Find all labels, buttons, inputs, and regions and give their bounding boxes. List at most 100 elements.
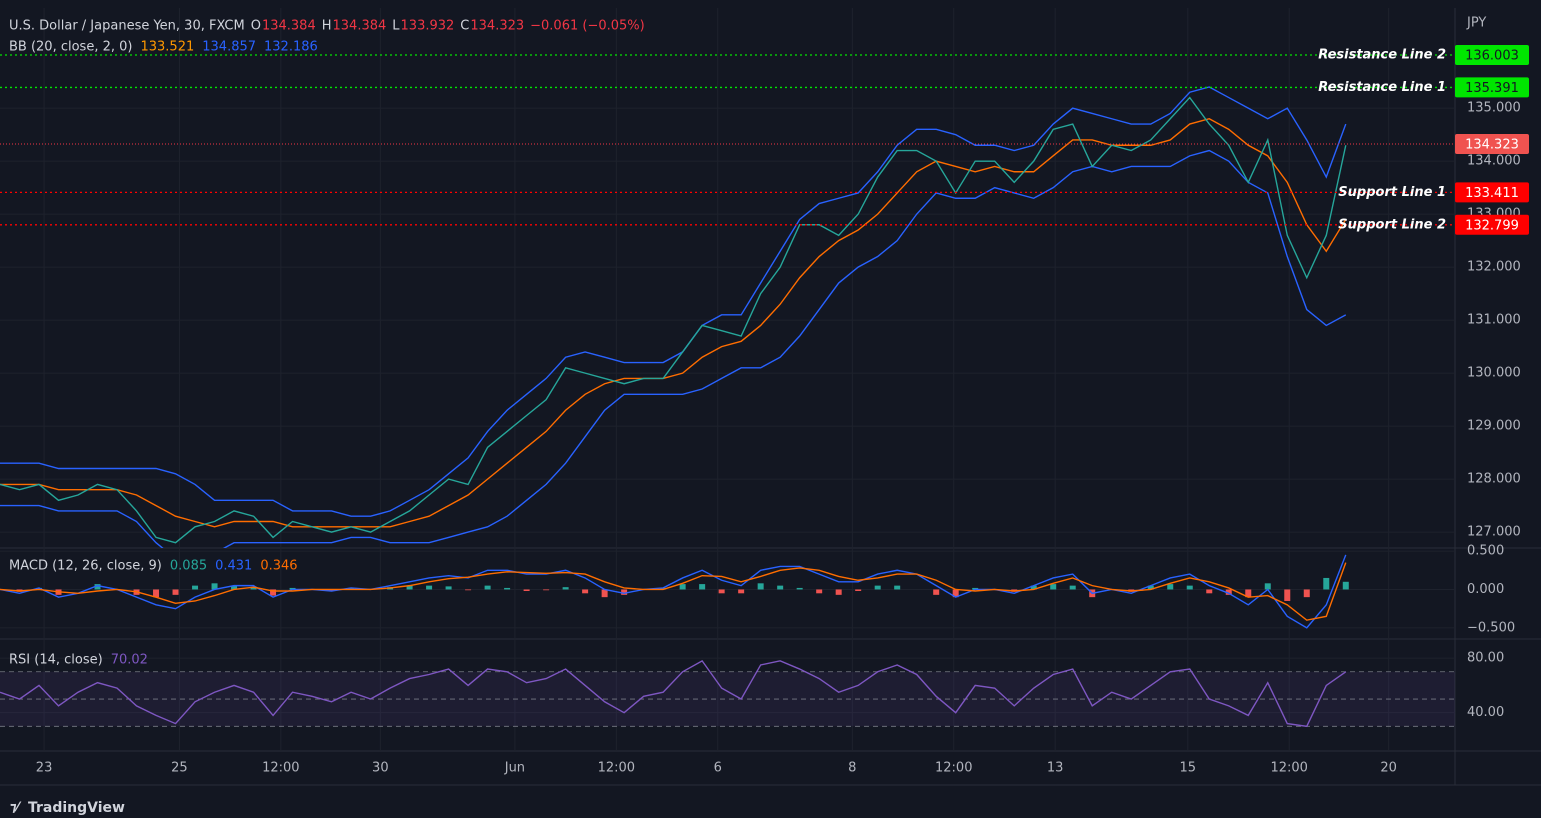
ohlc-label: H: [322, 19, 332, 34]
histogram-bar: [445, 586, 452, 590]
indicator-value: 0.346: [260, 559, 297, 574]
histogram-bar: [543, 589, 550, 591]
series-line: [0, 659, 1347, 728]
price-box-label: 136.003: [1465, 49, 1519, 64]
histogram-bar: [621, 589, 628, 595]
histogram-bar: [211, 583, 218, 590]
indicator-name: BB (20, close, 2, 0): [9, 40, 132, 55]
price-line-label: Support Line 2: [1338, 217, 1446, 232]
indicator-value: 134.857: [202, 40, 256, 55]
series-line: [0, 149, 1347, 548]
indicator-value: 0.085: [170, 559, 207, 574]
price-box: [1455, 134, 1529, 155]
indicator-value: 70.02: [111, 653, 148, 668]
histogram-bar: [952, 589, 959, 598]
histogram-bar: [1147, 585, 1154, 590]
histogram-bar: [1206, 589, 1213, 594]
histogram-bar: [855, 589, 862, 592]
histogram-bar: [1186, 585, 1193, 590]
logo-mark: ⁊⁄: [10, 801, 22, 816]
y-tick-label: 134.000: [1467, 154, 1521, 169]
histogram-bar: [1225, 589, 1232, 595]
y-tick-label: 130.000: [1467, 366, 1521, 381]
x-tick-label: 12:00: [935, 761, 972, 776]
indicator-value: 133.521: [140, 40, 194, 55]
histogram-bar: [231, 585, 238, 590]
x-tick-label: 6: [714, 761, 722, 776]
histogram-bar: [465, 589, 472, 591]
x-tick-label: 12:00: [262, 761, 299, 776]
x-tick-label: 20: [1380, 761, 1397, 776]
change-value: −0.061 (−0.05%): [530, 19, 645, 34]
y-tick-label: 131.000: [1467, 313, 1521, 328]
histogram-bar: [192, 585, 199, 590]
price-box-label: 135.391: [1465, 81, 1519, 96]
unit-label: JPY: [1466, 16, 1486, 31]
ohlc-value: 134.323: [470, 19, 524, 34]
y-tick-label: 80.00: [1467, 651, 1504, 666]
series-line: [0, 562, 1347, 621]
y-tick-label: 0.500: [1467, 544, 1504, 559]
x-tick-label: 12:00: [1270, 761, 1307, 776]
histogram-bar: [1284, 589, 1291, 601]
histogram-bar: [504, 587, 511, 590]
y-tick-label: 128.000: [1467, 472, 1521, 487]
histogram-bar: [1069, 585, 1076, 590]
histogram-bar: [562, 587, 569, 590]
histogram-bar: [406, 585, 413, 590]
histogram-bar: [660, 587, 667, 590]
histogram-bar: [699, 584, 706, 590]
histogram-bar: [523, 589, 530, 592]
histogram-bar: [153, 589, 160, 598]
x-tick-label: 30: [372, 761, 389, 776]
price-line-label: Support Line 1: [1338, 185, 1446, 200]
histogram-bar: [718, 589, 725, 594]
series-line: [0, 86, 1347, 517]
x-tick-label: 13: [1047, 761, 1064, 776]
histogram-bar: [757, 583, 764, 590]
price-line-label: Resistance Line 2: [1318, 48, 1446, 63]
ohlc-value: 134.384: [333, 19, 387, 34]
price-box: [1455, 45, 1529, 66]
series-line: [0, 96, 1347, 544]
histogram-bar: [777, 585, 784, 590]
price-box-label: 134.323: [1465, 138, 1519, 153]
ohlc-label: L: [392, 19, 400, 34]
x-tick-label: 15: [1180, 761, 1197, 776]
price-line-label: Resistance Line 1: [1318, 80, 1446, 95]
y-tick-label: 129.000: [1467, 419, 1521, 434]
price-box: [1455, 214, 1529, 235]
x-tick-label: 8: [848, 761, 856, 776]
histogram-bar: [874, 585, 881, 590]
histogram-bar: [1342, 581, 1349, 590]
histogram-bar: [738, 589, 745, 594]
histogram-bar: [1245, 589, 1252, 598]
histogram-bar: [796, 587, 803, 590]
histogram-bar: [679, 584, 686, 590]
histogram-bar: [328, 589, 335, 592]
indicator-value: 132.186: [264, 40, 318, 55]
histogram-bar: [601, 589, 608, 598]
histogram-bar: [582, 589, 589, 594]
price-box: [1455, 77, 1529, 98]
histogram-bar: [1050, 584, 1057, 590]
histogram-bar: [172, 589, 179, 595]
series-line: [0, 118, 1347, 528]
histogram-bar: [289, 587, 296, 590]
histogram-bar: [1030, 585, 1037, 590]
histogram-bar: [972, 587, 979, 590]
y-tick-label: 135.000: [1467, 101, 1521, 116]
series-line: [0, 554, 1347, 629]
indicator-name: MACD (12, 26, close, 9): [9, 559, 162, 574]
x-tick-label: 25: [171, 761, 188, 776]
histogram-bar: [894, 585, 901, 590]
histogram-bar: [270, 589, 277, 596]
x-tick-label: Jun: [504, 761, 525, 776]
ohlc-label: C: [460, 19, 469, 34]
y-tick-label: 127.000: [1467, 525, 1521, 540]
histogram-bar: [1323, 577, 1330, 590]
price-box-label: 133.411: [1465, 186, 1519, 201]
